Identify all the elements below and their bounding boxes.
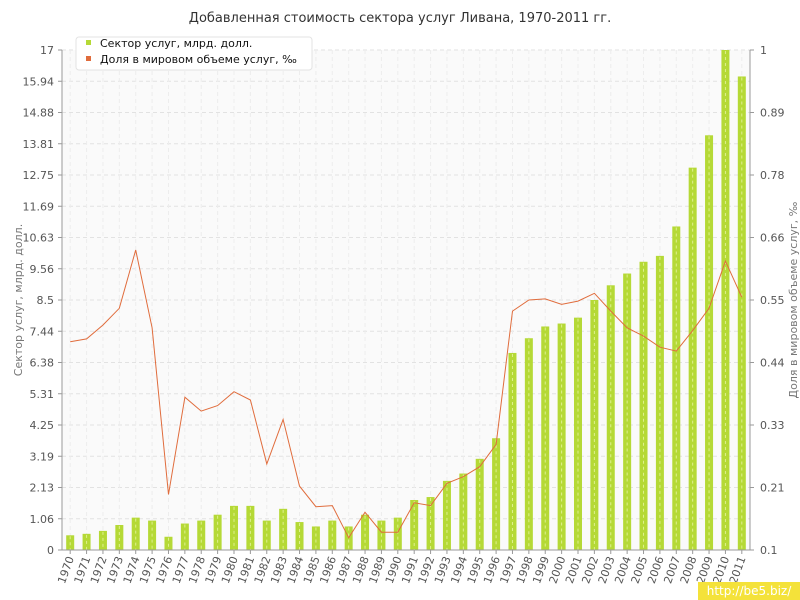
bar[interactable] xyxy=(213,514,222,550)
legend-bar-swatch xyxy=(86,40,91,45)
right-tick-label: 0.44 xyxy=(760,357,785,370)
bar[interactable] xyxy=(590,300,599,550)
right-tick-label: 0.89 xyxy=(760,107,785,120)
legend-bar-label: Сектор услуг, млрд. долл. xyxy=(100,37,252,50)
bar[interactable] xyxy=(361,514,370,550)
bar[interactable] xyxy=(164,536,173,550)
right-axis-ticks: 0.1 0.21 0.33 0.44 0.55 0.66 0.78 0.89 1 xyxy=(750,44,785,557)
x-axis-ticks: 1970197119721973197419751976197719781979… xyxy=(55,550,749,585)
right-axis-title: Доля в мировом объеме услуг, ‰ xyxy=(787,201,800,398)
right-tick-label: 0.78 xyxy=(760,169,785,182)
left-tick-label: 3.19 xyxy=(30,450,55,463)
bars-series xyxy=(66,50,746,551)
bar[interactable] xyxy=(246,505,255,550)
bar[interactable] xyxy=(639,261,648,550)
bar[interactable] xyxy=(131,517,140,550)
chart-title: Добавленная стоимость сектора услуг Лива… xyxy=(189,11,611,26)
left-tick-label: 9.56 xyxy=(30,263,55,276)
left-tick-label: 12.75 xyxy=(23,169,55,182)
left-tick-label: 10.63 xyxy=(23,232,55,245)
left-tick-label: 8.5 xyxy=(37,294,55,307)
left-tick-label: 1.06 xyxy=(30,513,55,526)
right-tick-label: 0.21 xyxy=(760,482,785,495)
bar[interactable] xyxy=(393,517,402,550)
bar[interactable] xyxy=(688,167,697,550)
bar[interactable] xyxy=(115,525,124,550)
left-tick-label: 7.44 xyxy=(30,325,55,338)
left-tick-label: 11.69 xyxy=(23,200,55,213)
right-tick-label: 0.55 xyxy=(760,294,785,307)
bar[interactable] xyxy=(311,526,320,550)
left-tick-label: 17 xyxy=(40,44,54,57)
left-tick-label: 15.94 xyxy=(23,75,55,88)
right-tick-label: 0.1 xyxy=(760,544,778,557)
legend-line-label: Доля в мировом объеме услуг, ‰ xyxy=(100,53,297,66)
share-line-series xyxy=(70,249,743,539)
left-axis-title: Сектор услуг, млрд. долл. xyxy=(12,224,25,376)
legend-line-swatch xyxy=(86,56,91,61)
bar[interactable] xyxy=(672,226,681,550)
right-tick-label: 0.33 xyxy=(760,419,785,432)
left-tick-label: 13.81 xyxy=(23,138,55,151)
left-tick-label: 0 xyxy=(47,544,54,557)
bar[interactable] xyxy=(606,285,615,550)
bar[interactable] xyxy=(230,505,238,550)
legend-box xyxy=(75,36,313,71)
bar[interactable] xyxy=(623,273,632,550)
left-tick-label: 2.13 xyxy=(30,482,55,495)
left-tick-label: 5.31 xyxy=(30,388,55,401)
bar[interactable] xyxy=(557,323,566,550)
left-tick-label: 6.38 xyxy=(30,357,55,370)
right-tick-label: 1 xyxy=(760,44,767,57)
left-axis-ticks: 0 1.06 2.13 3.19 4.25 5.31 6.38 7.44 8.5 9.56 10.6… xyxy=(23,44,62,557)
right-tick-label: 0.66 xyxy=(760,232,785,245)
left-tick-label: 14.88 xyxy=(23,107,55,120)
watermark[interactable]: http://be5.biz/ xyxy=(698,582,800,600)
bar[interactable] xyxy=(442,480,451,550)
left-tick-label: 4.25 xyxy=(30,419,55,432)
legend[interactable]: Сектор услуг, млрд. долл. Доля в мировом… xyxy=(75,36,313,71)
